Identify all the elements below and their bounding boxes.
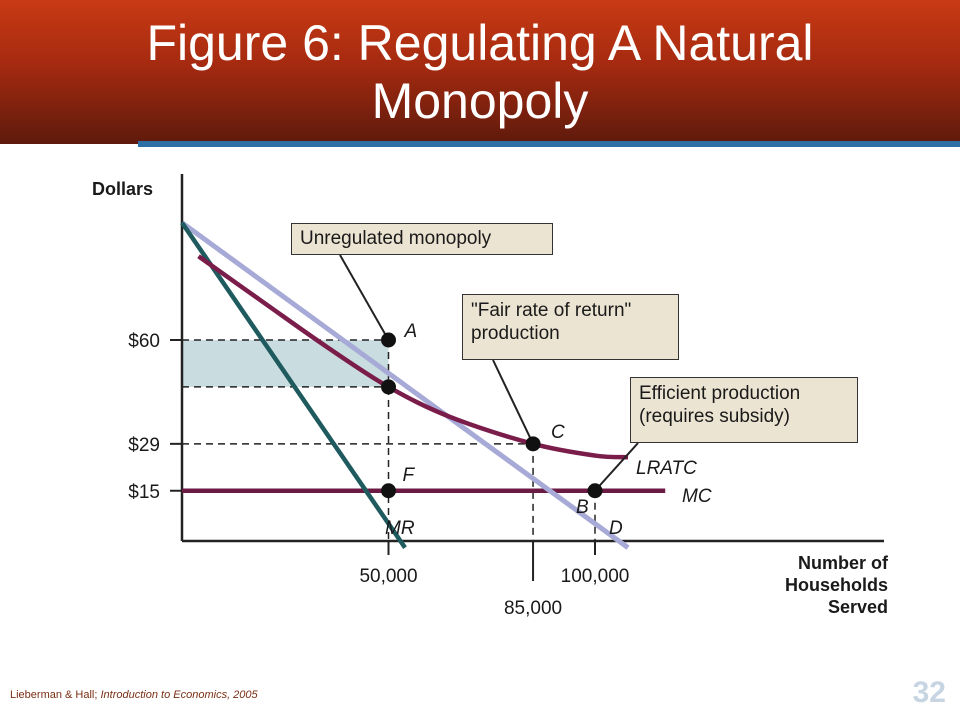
annotation-efficient-line-1: Efficient production	[639, 383, 801, 404]
curve-label-d: D	[609, 518, 623, 539]
y-tick-label-1: $29	[128, 435, 160, 456]
x-tick-label-0: 50,000	[359, 566, 417, 587]
annotation-fair-line-1: "Fair rate of return"	[471, 300, 632, 321]
y-tick-label-2: $15	[128, 482, 160, 503]
point-label-c: C	[551, 422, 565, 443]
y-tick-label-0: $60	[128, 331, 160, 352]
annotation-unregulated-monopoly: Unregulated monopoly	[291, 223, 553, 255]
footer-citation: Lieberman & Hall; Introduction to Econom…	[10, 689, 258, 701]
point-lratc-50000	[381, 379, 396, 395]
y-axis-label: Dollars	[92, 179, 153, 199]
page-number: 32	[912, 676, 946, 709]
x-axis-label-0: Number of	[798, 553, 889, 573]
curve-d	[180, 220, 630, 550]
leader-efficient	[594, 442, 639, 492]
x-axis-label-1: Households	[785, 575, 888, 595]
point-a	[381, 332, 396, 348]
footer-book: Introduction to Economics, 2005	[100, 689, 258, 701]
point-b	[587, 483, 603, 499]
x-tick-label-1: 85,000	[504, 598, 562, 619]
annotation-efficient-production: Efficient production (requires subsidy)	[630, 377, 858, 443]
curve-lratc	[197, 254, 629, 460]
curve-label-mr: MR	[385, 518, 415, 539]
title-accent-rule	[138, 141, 960, 147]
title-line-1: Figure 6: Regulating A Natural	[146, 15, 814, 71]
annotation-unregulated-text: Unregulated monopoly	[300, 228, 492, 249]
annotation-fair-line-2: production	[471, 323, 560, 344]
annotation-efficient-line-2: (requires subsidy)	[639, 406, 790, 427]
point-f	[381, 483, 396, 499]
curve-label-mc: MC	[682, 486, 712, 507]
curve-label-lratc: LRATC	[636, 458, 697, 479]
curve-mr	[180, 221, 407, 549]
title-line-2: Monopoly	[371, 73, 589, 129]
point-label-a: A	[404, 321, 418, 342]
leader-unregulated	[339, 254, 390, 341]
shaded-area	[182, 340, 389, 387]
point-label-b: B	[576, 497, 589, 518]
x-axis-label-2: Served	[828, 597, 888, 617]
title-bar: Figure 6: Regulating A Natural Monopoly	[0, 0, 960, 144]
point-label-f: F	[403, 465, 416, 486]
leader-fair	[492, 359, 534, 445]
slide-title: Figure 6: Regulating A Natural Monopoly	[0, 14, 960, 130]
footer-authors: Lieberman & Hall;	[10, 689, 101, 701]
annotation-fair-rate-of-return: "Fair rate of return" production	[462, 294, 679, 360]
x-tick-label-2: 100,000	[561, 566, 630, 587]
point-c	[525, 436, 541, 452]
